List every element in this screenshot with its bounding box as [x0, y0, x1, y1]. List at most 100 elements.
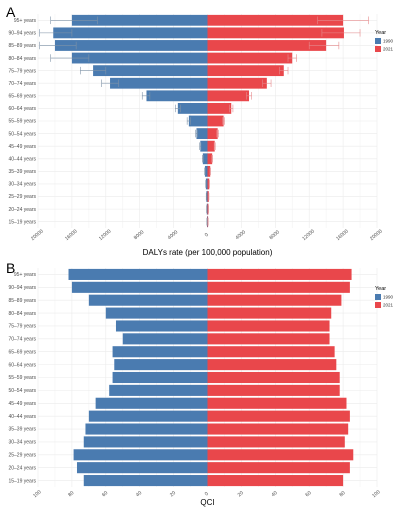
- panel-a-bar-1990: [71, 52, 208, 64]
- panel-b: B 15–19 years 20–24 years 25–29 years 30–34 …: [6, 260, 394, 507]
- panel-b-bar-2021: [207, 371, 340, 384]
- panel-b-age-label: 40–44 years: [8, 414, 36, 420]
- panel-b-age-label: 35–39 years: [8, 427, 36, 433]
- panel-a-x-tick-label: 0: [204, 232, 210, 239]
- panel-a-bar-2021: [207, 77, 267, 89]
- panel-a-bar-1990: [206, 191, 208, 202]
- panel-b-age-label: 15–19 years: [8, 478, 36, 484]
- panel-a-x-tick-label: 4000: [167, 229, 180, 241]
- panel-a-bar-2021: [207, 140, 215, 152]
- panel-a-age-label: 15–19 years: [8, 219, 36, 225]
- panel-a-age-label: 35–39 years: [8, 169, 36, 175]
- panel-b-x-tick-label: 100: [371, 489, 381, 499]
- panel-a-x-tick-label: 12000: [301, 228, 316, 242]
- panel-a-x-tick-label: 8000: [133, 229, 146, 241]
- panel-b-x-tick-label: 80: [338, 490, 346, 498]
- panel-a-bar-2021: [207, 128, 218, 140]
- panel-b-legend-label-2021: 2021: [383, 303, 394, 308]
- panel-a-x-tick-label: 20000: [369, 228, 384, 242]
- panel-a-age-label: 40–44 years: [8, 156, 36, 162]
- panel-b-age-label: 55–59 years: [8, 375, 36, 381]
- panel-b-age-label: 25–29 years: [8, 452, 36, 458]
- panel-a-bar-1990: [200, 140, 208, 152]
- panel-b-letter: B: [6, 260, 15, 276]
- panel-b-bar-1990: [83, 436, 208, 448]
- panel-a-x-tick-label: 8000: [268, 229, 281, 241]
- panel-b-bar-2021: [207, 333, 330, 345]
- panel-a-bar-2021: [207, 191, 209, 202]
- panel-b-bar-2021: [207, 475, 344, 487]
- panel-a-bar-1990: [53, 27, 208, 39]
- panel-a-x-tick-label: 16000: [335, 228, 350, 242]
- panel-b-age-label: 95+ years: [14, 272, 37, 278]
- panel-b-age-label: 60–64 years: [8, 362, 36, 368]
- panel-a-bar-2021: [207, 115, 224, 127]
- panel-a-age-label: 95+ years: [14, 18, 37, 24]
- panel-a-bar-1990: [146, 90, 208, 102]
- panel-a-legend-label-1990: 1990: [383, 39, 394, 44]
- panel-a-x-axis-title: DALYs rate (per 100,000 population): [143, 248, 273, 257]
- panel-a-bar-1990: [93, 65, 208, 77]
- panel-b-age-label: 70–74 years: [8, 337, 36, 343]
- panel-a-age-label: 65–69 years: [8, 94, 36, 100]
- panel-b-legend-label-1990: 1990: [383, 295, 394, 300]
- panel-a-bar-1990: [205, 178, 208, 190]
- panel-b-bar-1990: [88, 294, 208, 306]
- panel-a-age-label: 55–59 years: [8, 119, 36, 125]
- panel-b-bar-2021: [207, 307, 332, 319]
- panel-b-bar-1990: [112, 371, 208, 384]
- panel-b-bar-2021: [207, 320, 330, 332]
- panel-a-age-label: 45–49 years: [8, 144, 36, 150]
- panel-a-bar-2021: [207, 40, 327, 51]
- panel-a-legend-swatch-2021: [375, 46, 381, 52]
- panel-b-bar-2021: [207, 449, 354, 461]
- panel-b-age-label: 45–49 years: [8, 401, 36, 407]
- panel-a-x-tick-label: 4000: [235, 229, 248, 241]
- panel-b-bar-2021: [207, 423, 349, 435]
- panel-a-bar-2021: [207, 178, 210, 190]
- panel-a-age-label: 75–79 years: [8, 68, 36, 74]
- panel-b-x-tick-label: 0: [204, 491, 210, 498]
- panel-a-age-label: 50–54 years: [8, 131, 36, 137]
- panel-b-x-tick-label: 80: [67, 490, 75, 498]
- panel-b-bar-2021: [207, 384, 340, 396]
- panel-a-bar-1990: [71, 14, 208, 26]
- panel-a-legend-swatch-1990: [375, 38, 381, 44]
- panel-b-bar-2021: [207, 359, 337, 371]
- panel-b-legend-title: Year: [375, 286, 386, 292]
- panel-b-bar-1990: [76, 462, 208, 474]
- panel-b-x-tick-label: 60: [101, 490, 109, 498]
- panel-b-bar-1990: [73, 449, 208, 461]
- panel-b-bar-1990: [114, 359, 208, 371]
- panel-b-x-tick-label: 40: [135, 490, 143, 498]
- panel-b-bar-1990: [95, 397, 208, 409]
- panel-b-age-label: 90–94 years: [8, 285, 36, 291]
- panel-a-age-label: 80–84 years: [8, 56, 36, 62]
- panel-b-bar-1990: [83, 475, 208, 487]
- panel-b-age-label: 65–69 years: [8, 349, 36, 355]
- panel-a-bar-2021: [207, 102, 232, 114]
- panel-b-x-axis-title: QCI: [200, 498, 214, 507]
- panel-b-bar-1990: [105, 307, 208, 319]
- panel-b-age-label: 80–84 years: [8, 311, 36, 317]
- panel-a-age-label: 90–94 years: [8, 31, 36, 37]
- panel-a-legend-label-2021: 2021: [383, 47, 394, 52]
- panel-a-x-tick-label: 20000: [30, 228, 45, 242]
- panel-b-bar-2021: [207, 268, 352, 280]
- panel-a-bar-1990: [54, 40, 208, 51]
- panel-a: A 15–19 years 20–24 years 25–29 years 30–34 …: [6, 4, 394, 257]
- panel-b-x-tick-label: 20: [169, 490, 177, 498]
- panel-b-bar-2021: [207, 410, 350, 422]
- panel-b-legend-swatch-2021: [375, 302, 381, 308]
- panel-a-bar-1990: [110, 77, 208, 89]
- panel-b-age-label: 20–24 years: [8, 465, 36, 471]
- panel-a-age-label: 25–29 years: [8, 194, 36, 200]
- panel-a-x-tick-label: 16000: [64, 228, 79, 242]
- panel-a-bar-1990: [204, 165, 208, 177]
- panel-a-bar-1990: [196, 128, 208, 140]
- panel-b-bar-2021: [207, 281, 350, 293]
- panel-a-bar-1990: [177, 102, 208, 114]
- panel-b-bar-2021: [207, 346, 335, 358]
- panel-b-bar-2021: [207, 436, 345, 448]
